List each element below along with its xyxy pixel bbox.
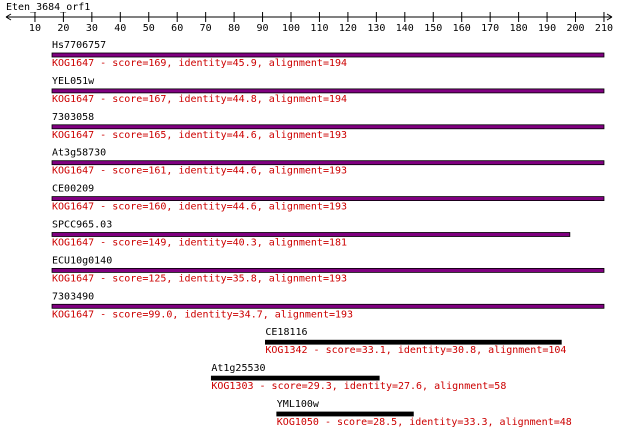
hit-bar [51, 303, 605, 309]
hit-name: 7303058 [52, 112, 94, 123]
hit-description: KOG1050 - score=28.5, identity=33.3, ali… [277, 417, 572, 428]
x-tick-label: 30 [86, 23, 98, 34]
x-tick-label: 50 [143, 23, 155, 34]
x-tick-label: 70 [200, 23, 212, 34]
hit-bar [51, 267, 605, 273]
x-tick-label: 90 [257, 23, 269, 34]
hit-name: YEL051w [52, 76, 95, 87]
hit-description: KOG1647 - score=99.0, identity=34.7, ali… [52, 309, 353, 320]
hit-bar [210, 375, 380, 381]
hit-bar [276, 411, 414, 417]
hit-name: At1g25530 [211, 363, 265, 374]
x-tick-label: 170 [481, 23, 499, 34]
x-tick-label: 150 [424, 23, 442, 34]
hit-description: KOG1647 - score=149, identity=40.3, alig… [52, 238, 347, 249]
x-tick-label: 160 [453, 23, 471, 34]
hit-description: KOG1647 - score=125, identity=35.8, alig… [52, 273, 347, 284]
hit-bar [51, 160, 605, 166]
hit-name: Hs7706757 [52, 40, 106, 51]
hit-bar [51, 52, 605, 58]
x-tick-label: 100 [282, 23, 300, 34]
hit-name: 7303490 [52, 291, 94, 302]
hit-bar [51, 88, 605, 94]
x-tick-label: 60 [171, 23, 183, 34]
hit-name: CE18116 [265, 327, 307, 338]
hit-description: KOG1342 - score=33.1, identity=30.8, ali… [265, 345, 566, 356]
x-tick-label: 10 [29, 23, 41, 34]
hit-bar [51, 196, 605, 202]
hit-description: KOG1647 - score=167, identity=44.8, alig… [52, 94, 347, 105]
x-tick-label: 40 [114, 23, 126, 34]
hit-name: SPCC965.03 [52, 220, 112, 231]
hit-name: YML100w [277, 399, 320, 410]
x-tick-label: 130 [367, 23, 385, 34]
hit-bar [51, 232, 571, 237]
x-tick-label: 80 [228, 23, 240, 34]
hit-bar [265, 339, 562, 345]
hit-description: KOG1647 - score=160, identity=44.6, alig… [52, 202, 347, 213]
x-tick-label: 180 [510, 23, 528, 34]
hit-description: KOG1647 - score=161, identity=44.6, alig… [52, 166, 347, 177]
x-tick-label: 110 [310, 23, 328, 34]
x-tick-label: 200 [566, 23, 584, 34]
x-tick-label: 190 [538, 23, 556, 34]
x-tick-label: 120 [339, 23, 357, 34]
hit-name: At3g58730 [52, 148, 106, 159]
axis-arrows [5, 13, 613, 21]
x-tick-label: 20 [57, 23, 69, 34]
hit-description: KOG1647 - score=165, identity=44.6, alig… [52, 130, 347, 141]
hit-name: CE00209 [52, 184, 94, 195]
x-tick-label: 140 [396, 23, 414, 34]
title: Eten_3684_orf1 [6, 2, 90, 13]
hit-description: KOG1647 - score=169, identity=45.9, alig… [52, 58, 347, 69]
hit-description: KOG1303 - score=29.3, identity=27.6, ali… [211, 381, 506, 392]
hit-name: ECU10g0140 [52, 255, 112, 266]
hit-bar [51, 124, 605, 130]
x-tick-label: 210 [595, 23, 613, 34]
